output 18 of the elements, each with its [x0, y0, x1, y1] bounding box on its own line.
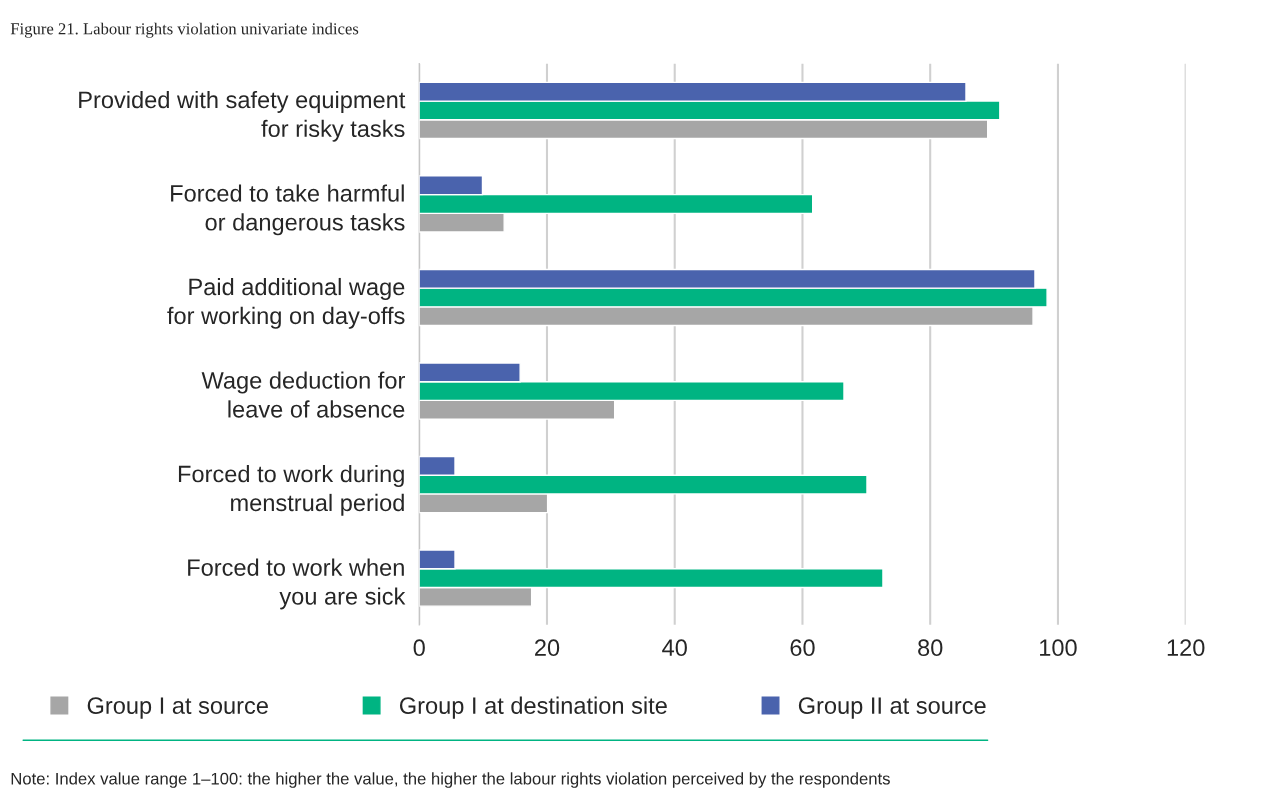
y-tick-label: Forced to work during menstrual period: [178, 465, 404, 516]
y-tick-label: Provided with safety equipment for risky tasks: [79, 90, 406, 142]
legend-label: Group I at source: [87, 697, 268, 719]
legend-label: Group II at source: [798, 697, 986, 719]
legend-label: Group I at destination site: [399, 696, 667, 719]
text: Note: Index value range 1–100: the higher the value, the higher the labour rights violation perceived by the respondents: [11, 772, 890, 788]
x-tick-label: 80: [918, 639, 943, 657]
x-tick-label: 20: [535, 639, 560, 657]
x-tick-label: 40: [662, 639, 687, 657]
y-tick-label: Paid additional wage for working on day-offs: [167, 277, 405, 329]
x-tick-label: 100: [1040, 639, 1077, 657]
x-tick-label: 120: [1167, 639, 1205, 657]
y-tick-label: Forced to work when you are sick: [188, 558, 406, 610]
x-tick-label: 0: [413, 639, 425, 657]
text: Figure 21. Labour rights violation univariate indices: [10, 22, 359, 38]
y-tick-label: Wage deduction for leave of absence: [201, 371, 405, 418]
x-tick-label: 60: [790, 639, 815, 657]
y-tick-label: Forced to take harmful or dangerous tasks: [171, 184, 405, 236]
